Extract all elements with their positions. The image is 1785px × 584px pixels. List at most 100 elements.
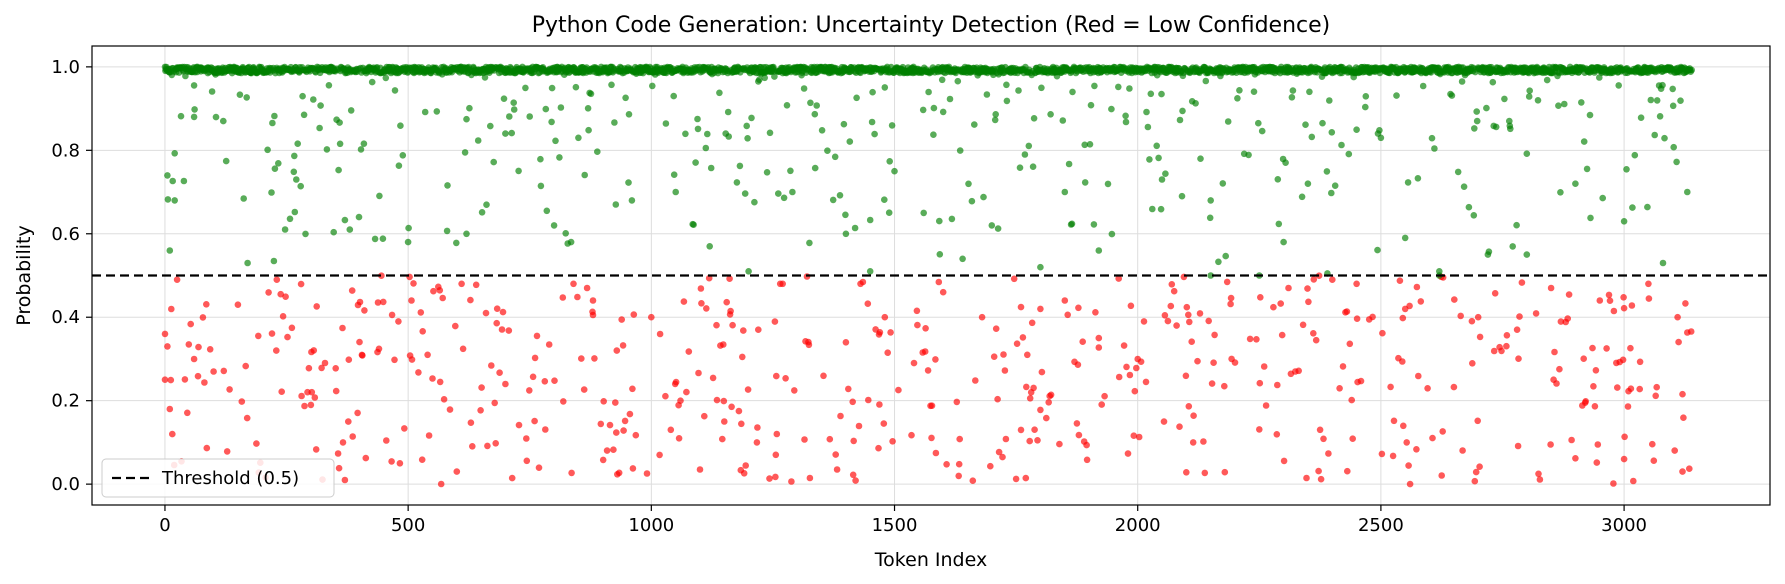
low-confidence-point [1074, 361, 1082, 369]
low-confidence-point [1131, 387, 1139, 395]
high-confidence-point [1661, 134, 1668, 142]
high-confidence-point [1653, 97, 1661, 104]
high-confidence-point [694, 125, 702, 133]
low-confidence-point [1142, 378, 1150, 386]
high-confidence-point [510, 106, 518, 113]
low-confidence-point [1620, 294, 1627, 301]
high-confidence-point [508, 129, 515, 137]
low-confidence-point [1262, 402, 1270, 409]
low-confidence-point [348, 287, 356, 294]
high-confidence-point [474, 137, 482, 144]
low-confidence-point [417, 309, 425, 316]
high-confidence-point [1523, 150, 1531, 157]
low-confidence-point [1010, 275, 1018, 283]
high-confidence-point [1326, 97, 1333, 104]
low-confidence-point [772, 451, 780, 459]
low-confidence-point [345, 356, 353, 364]
high-confidence-point [1029, 163, 1037, 170]
high-confidence-point [1282, 159, 1289, 166]
low-confidence-point [721, 418, 728, 425]
low-confidence-point [1636, 358, 1644, 366]
high-confidence-point [871, 130, 878, 138]
low-confidence-point [620, 427, 627, 434]
low-confidence-point [709, 374, 717, 382]
low-confidence-point [169, 430, 176, 438]
high-confidence-point [1144, 123, 1152, 131]
high-confidence-point [190, 82, 198, 89]
low-confidence-point [1652, 392, 1659, 400]
low-confidence-point [597, 420, 605, 428]
low-confidence-point [1476, 463, 1483, 471]
low-confidence-point [1627, 385, 1635, 393]
low-confidence-point [1503, 342, 1510, 350]
high-confidence-point [1274, 176, 1282, 183]
high-confidence-point [1149, 205, 1156, 213]
high-confidence-point [1328, 129, 1336, 136]
high-confidence-point [920, 209, 927, 217]
low-confidence-point [341, 476, 349, 484]
low-confidence-point [1438, 472, 1445, 479]
high-confidence-point [811, 110, 819, 118]
low-confidence-point [1686, 465, 1693, 473]
low-confidence-point [1317, 475, 1325, 483]
high-confidence-point [453, 239, 460, 247]
low-confidence-point [1679, 390, 1686, 398]
low-confidence-point [321, 359, 329, 367]
low-confidence-point [308, 388, 316, 396]
high-confidence-point [946, 95, 954, 103]
high-confidence-point [594, 148, 601, 155]
high-confidence-point [310, 96, 317, 103]
low-confidence-point [850, 437, 857, 445]
low-confidence-point [311, 394, 319, 401]
low-confidence-point [1098, 401, 1105, 408]
low-confidence-point [990, 353, 998, 361]
high-confidence-point [299, 92, 306, 100]
high-confidence-point [169, 177, 176, 185]
low-confidence-point [1315, 467, 1322, 475]
high-confidence-point [1404, 179, 1412, 186]
low-confidence-point [773, 372, 780, 380]
low-confidence-point [1649, 440, 1656, 448]
low-confidence-point [1349, 435, 1356, 443]
high-confidence-point [690, 221, 697, 228]
low-confidence-point [1013, 340, 1021, 348]
low-confidence-point [805, 341, 813, 349]
low-confidence-point [939, 288, 947, 296]
high-confidence-point [376, 192, 383, 200]
low-confidence-point [459, 345, 467, 353]
low-confidence-point [771, 318, 779, 325]
low-confidence-point [380, 298, 387, 306]
low-confidence-point [254, 332, 262, 340]
low-confidence-point [168, 305, 175, 313]
high-confidence-point [587, 90, 595, 98]
low-confidence-point [1627, 344, 1634, 352]
low-confidence-point [615, 469, 623, 477]
low-confidence-point [943, 461, 950, 468]
low-confidence-point [529, 373, 537, 381]
high-confidence-point [1374, 246, 1381, 254]
low-confidence-point [865, 396, 872, 404]
low-confidence-point [1674, 313, 1681, 321]
high-confidence-point [335, 166, 342, 174]
low-confidence-point [1457, 312, 1464, 320]
high-confidence-point [1454, 168, 1462, 176]
low-confidence-point [1379, 329, 1386, 337]
low-confidence-point [618, 316, 625, 323]
low-confidence-point [560, 398, 567, 405]
high-confidence-point [316, 124, 323, 132]
high-confidence-point [502, 130, 509, 137]
low-confidence-point [1201, 469, 1209, 477]
high-confidence-point [1222, 252, 1229, 260]
high-confidence-point [1122, 118, 1130, 126]
high-confidence-point [1362, 103, 1369, 111]
high-confidence-point [557, 104, 565, 111]
high-confidence-point [302, 230, 309, 238]
high-confidence-point [1555, 102, 1562, 109]
high-confidence-point [1471, 125, 1478, 132]
high-confidence-point [1670, 143, 1677, 151]
high-confidence-point [297, 182, 305, 190]
high-confidence-point [575, 134, 582, 142]
low-confidence-point [278, 388, 286, 396]
grid [92, 46, 1770, 505]
high-confidence-point [818, 127, 826, 134]
